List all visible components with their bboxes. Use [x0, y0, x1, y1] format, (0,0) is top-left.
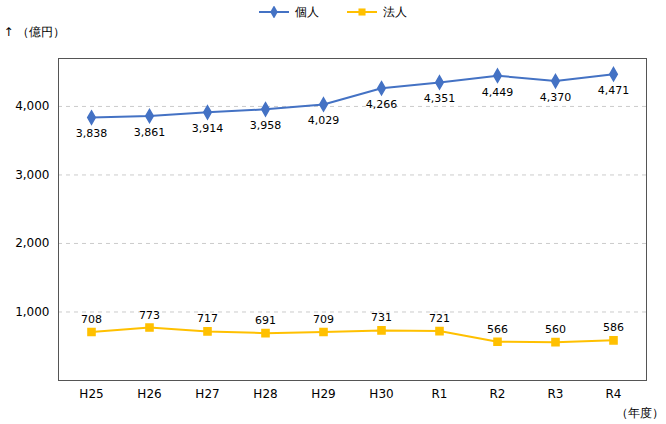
svg-text:709: 709	[313, 313, 334, 326]
svg-text:708: 708	[81, 313, 102, 326]
html-text:個人: 個人	[295, 4, 319, 19]
svg-text:731: 731	[371, 311, 392, 324]
svg-text:H29: H29	[311, 387, 335, 401]
svg-text:4,471: 4,471	[598, 84, 630, 97]
svg-text:↑ （億円）: ↑ （億円）	[4, 25, 66, 39]
svg-text:4,266: 4,266	[366, 98, 398, 111]
svg-text:H26: H26	[137, 387, 161, 401]
svg-text:566: 566	[487, 323, 508, 336]
svg-text:H30: H30	[369, 387, 393, 401]
svg-text:3,958: 3,958	[250, 119, 282, 132]
svg-text:3,861: 3,861	[134, 126, 166, 139]
svg-text:773: 773	[139, 309, 160, 322]
svg-text:R4: R4	[606, 387, 622, 401]
svg-text:3,000: 3,000	[15, 168, 49, 182]
svg-text:4,370: 4,370	[540, 91, 572, 104]
html-text:法人: 法人	[383, 4, 407, 19]
svg-text:H25: H25	[79, 387, 103, 401]
svg-text:3,914: 3,914	[192, 122, 224, 135]
svg-text:（年度）: （年度）	[616, 406, 664, 420]
svg-text:586: 586	[603, 321, 624, 334]
svg-text:R3: R3	[548, 387, 564, 401]
svg-text:4,029: 4,029	[308, 114, 340, 127]
svg-text:3,838: 3,838	[76, 127, 108, 140]
svg-text:4,449: 4,449	[482, 86, 514, 99]
svg-text:R1: R1	[432, 387, 448, 401]
svg-text:560: 560	[545, 323, 566, 336]
svg-text:1,000: 1,000	[15, 305, 49, 319]
svg-text:H27: H27	[195, 387, 219, 401]
svg-text:4,000: 4,000	[15, 99, 49, 113]
svg-text:4,351: 4,351	[424, 92, 456, 105]
svg-text:691: 691	[255, 314, 276, 327]
svg-text:H28: H28	[253, 387, 277, 401]
svg-text:721: 721	[429, 312, 450, 325]
svg-text:717: 717	[197, 312, 218, 325]
svg-text:R2: R2	[490, 387, 506, 401]
svg-text:2,000: 2,000	[15, 236, 49, 250]
